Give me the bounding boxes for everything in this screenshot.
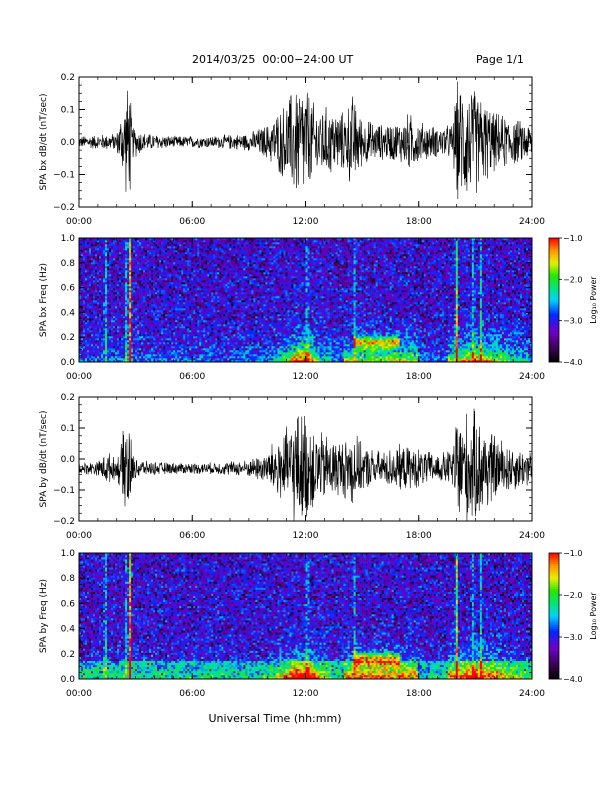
- panel-2-axes: [78, 237, 533, 363]
- x-tick-label: 18:00: [406, 372, 432, 382]
- page-indicator: Page 1/1: [476, 53, 524, 66]
- panel-2-colorbar: [548, 237, 562, 363]
- x-tick-label: 18:00: [406, 531, 432, 541]
- panel-2-frame: [78, 237, 533, 363]
- panel-1-series-line: [78, 81, 533, 200]
- y-tick-label: 0.2: [61, 393, 75, 403]
- x-tick-label: 06:00: [179, 689, 205, 699]
- x-tick-label: 06:00: [179, 531, 205, 541]
- y-tick-label: 0.4: [61, 625, 76, 635]
- panel-4-frame: [78, 552, 533, 680]
- x-tick-label: 12:00: [293, 372, 319, 382]
- colorbar-tick-label: −2.0: [563, 591, 582, 600]
- x-tick-label: 24:00: [519, 689, 545, 699]
- x-tick-label: 06:00: [179, 217, 205, 227]
- panel-3-frame: [78, 396, 533, 522]
- figure-title: 2014/03/25 00:00−24:00 UT: [192, 53, 353, 66]
- panel-4-colorbar: [548, 552, 562, 680]
- x-axis-label: Universal Time (hh:mm): [209, 712, 342, 725]
- colorbar-label: Log₁₀ Power: [589, 592, 598, 640]
- x-tick-label: 00:00: [66, 531, 92, 541]
- colorbar-label: Log₁₀ Power: [589, 276, 598, 324]
- y-tick-label: 0.1: [61, 106, 75, 116]
- x-tick-label: 00:00: [66, 689, 92, 699]
- y-tick-label: 0.0: [61, 358, 76, 368]
- x-tick-label: 06:00: [179, 372, 205, 382]
- colorbar-tick-label: −4.0: [563, 675, 582, 684]
- y-axis-label: SPA bx dB/dt (nT/sec): [39, 94, 49, 191]
- y-tick-label: −0.2: [53, 517, 75, 527]
- y-tick-label: 0.2: [61, 73, 75, 83]
- panel-3-series-line: [78, 408, 533, 521]
- y-tick-label: 0.4: [61, 308, 76, 318]
- colorbar-tick-label: −1.0: [563, 234, 582, 243]
- x-tick-label: 24:00: [519, 531, 545, 541]
- y-tick-label: 1.0: [61, 549, 76, 559]
- y-tick-label: 0.6: [61, 599, 76, 609]
- x-tick-label: 12:00: [293, 217, 319, 227]
- y-tick-label: 0.8: [61, 574, 76, 584]
- panel-2-heatmap-cells: [79, 238, 533, 363]
- y-tick-label: 0.2: [61, 333, 75, 343]
- x-tick-label: 18:00: [406, 689, 432, 699]
- y-tick-label: 1.0: [61, 234, 76, 244]
- x-tick-label: 24:00: [519, 217, 545, 227]
- y-tick-label: 0.1: [61, 424, 75, 434]
- x-tick-label: 00:00: [66, 217, 92, 227]
- y-tick-label: −0.1: [53, 486, 75, 496]
- panel-3-axes: [78, 396, 533, 522]
- x-tick-label: 12:00: [293, 531, 319, 541]
- colorbar-tick-label: −3.0: [563, 317, 582, 326]
- y-axis-label: SPA by dB/dt (nT/sec): [39, 411, 49, 508]
- x-tick-label: 12:00: [293, 689, 319, 699]
- y-tick-label: −0.2: [53, 203, 75, 213]
- panel-1-axes: [78, 76, 533, 208]
- colorbar-tick-label: −1.0: [563, 549, 582, 558]
- y-axis-label: SPA bx Freq (Hz): [39, 263, 49, 337]
- colorbar-tick-label: −4.0: [563, 358, 582, 367]
- x-tick-label: 24:00: [519, 372, 545, 382]
- y-tick-label: 0.0: [61, 455, 76, 465]
- x-tick-label: 18:00: [406, 217, 432, 227]
- panel-1-frame: [78, 76, 533, 208]
- colorbar-tick-label: −3.0: [563, 633, 582, 642]
- x-tick-label: 00:00: [66, 372, 92, 382]
- y-axis-label: SPA by Freq (Hz): [39, 579, 49, 653]
- panel-4-axes: [78, 552, 533, 680]
- y-tick-label: 0.2: [61, 650, 75, 660]
- y-tick-label: 0.6: [61, 284, 76, 294]
- panel-4-heatmap-cells: [79, 553, 533, 680]
- y-tick-label: 0.0: [61, 138, 76, 148]
- y-tick-label: 0.0: [61, 675, 76, 685]
- colorbar-tick-label: −2.0: [563, 275, 582, 284]
- y-tick-label: −0.1: [53, 171, 75, 181]
- y-tick-label: 0.8: [61, 259, 76, 269]
